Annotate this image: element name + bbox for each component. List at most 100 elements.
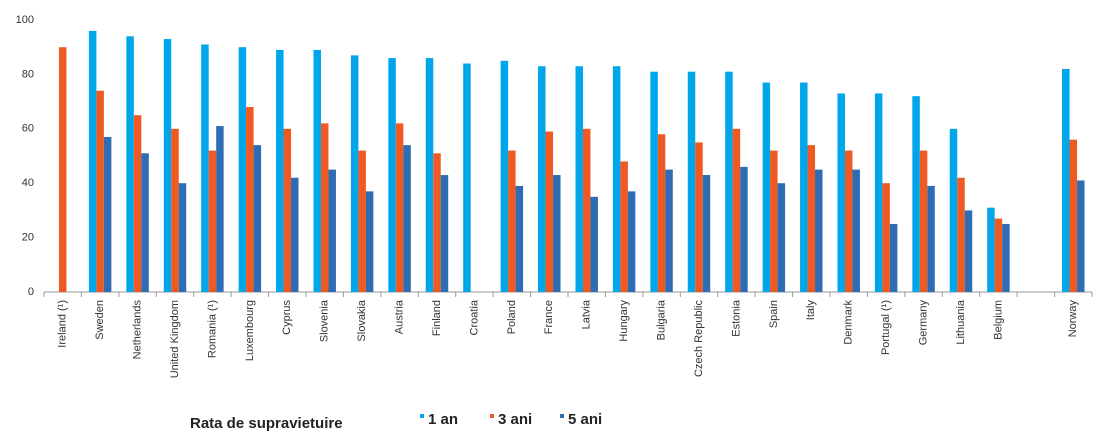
x-tick-label: Romania (¹) <box>206 300 218 358</box>
bar <box>949 128 958 292</box>
bar <box>927 185 935 292</box>
bar <box>133 115 142 292</box>
bar <box>650 71 658 293</box>
bar <box>201 44 209 293</box>
bar <box>538 66 546 293</box>
bar <box>882 183 890 292</box>
bar <box>253 145 262 292</box>
y-tick-label: 0 <box>28 286 34 298</box>
bar <box>912 96 920 292</box>
bar <box>590 196 598 292</box>
x-tick-label: Latvia <box>581 299 593 329</box>
x-tick-label: United Kingdom <box>169 300 181 378</box>
x-tick-label: Luxembourg <box>244 300 256 361</box>
bar <box>515 185 524 292</box>
bar <box>575 66 583 293</box>
bar <box>777 183 786 292</box>
bar <box>500 60 509 292</box>
bar <box>725 71 733 293</box>
bar <box>313 49 321 292</box>
bar <box>433 153 441 292</box>
legend-swatch <box>490 414 494 418</box>
y-tick-label: 20 <box>22 232 34 244</box>
x-tick-label: Germany <box>917 300 929 346</box>
y-tick-label: 40 <box>22 177 34 189</box>
x-tick-label: Italy <box>805 300 817 321</box>
bar <box>291 177 299 292</box>
bar <box>770 150 778 292</box>
legend-item: 5 ani <box>568 411 602 428</box>
x-tick-label: Belgium <box>992 300 1004 340</box>
bar <box>350 55 359 292</box>
bar <box>508 150 516 292</box>
y-tick-label: 80 <box>22 68 34 80</box>
bar <box>919 150 928 292</box>
bar <box>216 126 224 292</box>
legend-title: Rata de supravietuire <box>190 415 343 432</box>
bar <box>815 169 823 292</box>
x-tick-label: Hungary <box>618 300 630 342</box>
x-tick-label: Croatia <box>468 299 480 335</box>
bar <box>545 131 554 292</box>
bar <box>657 134 666 292</box>
bar <box>1002 224 1010 292</box>
bar <box>665 169 673 292</box>
legend-item: 1 an <box>428 411 458 428</box>
x-tick-label: Denmark <box>843 300 855 345</box>
bar <box>702 175 711 292</box>
bar <box>163 39 172 292</box>
bar <box>889 224 898 292</box>
bar <box>388 58 396 292</box>
bar <box>687 71 696 293</box>
x-tick-label: Austria <box>393 299 405 334</box>
bar <box>807 145 816 292</box>
bar <box>246 107 254 292</box>
bar <box>732 128 741 292</box>
x-tick-label: Ireland (¹) <box>57 300 69 348</box>
bar <box>328 169 336 292</box>
bar <box>88 30 97 292</box>
bar <box>695 142 703 292</box>
bar <box>620 161 628 292</box>
bar <box>238 47 247 293</box>
bar <box>800 82 808 292</box>
bar <box>320 123 329 292</box>
bar <box>440 175 449 292</box>
bar <box>874 93 883 292</box>
bar <box>208 150 217 292</box>
bar <box>395 123 404 292</box>
bar <box>762 82 771 292</box>
x-tick-label: Sweden <box>94 300 106 340</box>
bar <box>627 191 636 292</box>
bar <box>58 47 67 293</box>
bar <box>852 169 860 292</box>
bar <box>1062 68 1070 293</box>
bar <box>403 145 411 292</box>
bar <box>141 153 149 292</box>
x-tick-label: Poland <box>506 300 518 334</box>
y-tick-label: 60 <box>22 123 34 135</box>
bar <box>987 207 995 292</box>
x-tick-label: Cyprus <box>281 300 293 335</box>
bar <box>553 175 561 292</box>
bar <box>365 191 374 292</box>
bar <box>178 183 187 292</box>
x-tick-label: Bulgaria <box>655 299 667 340</box>
bar <box>844 150 853 292</box>
bar <box>126 36 134 292</box>
x-tick-label: Norway <box>1067 300 1079 338</box>
bar <box>425 58 434 292</box>
x-tick-label: Estonia <box>730 299 742 337</box>
x-tick-label: Portugal (¹) <box>880 300 892 355</box>
bar <box>103 136 112 292</box>
bar <box>837 93 845 292</box>
bar <box>957 177 965 292</box>
bar <box>964 210 973 292</box>
y-tick-label: 100 <box>16 14 34 26</box>
x-tick-label: Netherlands <box>131 300 143 360</box>
bar <box>612 66 621 293</box>
bar <box>171 128 179 292</box>
legend-swatch <box>420 414 424 418</box>
x-tick-label: Spain <box>768 300 780 328</box>
